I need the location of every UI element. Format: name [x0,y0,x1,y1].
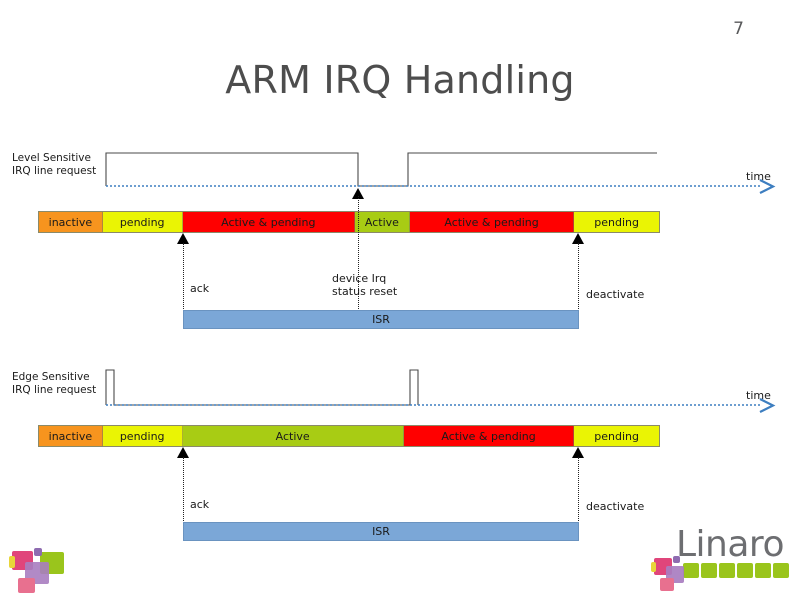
level-sensitive-axis-label: Level Sensitive IRQ line request [12,152,97,177]
edge-signal-waveform [105,369,419,406]
time-label-2: time [746,389,771,402]
logo-square-pink-2 [660,578,674,591]
level-fall-arrow [352,188,364,199]
deco-square-purple-small [34,548,42,556]
state-segment-pending[interactable]: pending [102,212,183,232]
level-sensitive-state-bar: inactive pending Active & pending Active… [38,211,660,233]
deactivate-arrow-1 [572,233,584,244]
state-segment-active[interactable]: Active [354,212,410,232]
logo-square-green-4 [737,563,753,578]
isr-bar-1[interactable]: ISR [183,310,579,329]
page-title: ARM IRQ Handling [225,58,575,102]
ack-arrow-2 [177,447,189,458]
logo-square-yellow [651,562,656,572]
state-segment-inactive[interactable]: inactive [39,212,103,232]
time-axis-arrow-1 [759,179,776,194]
state-segment-active-pending[interactable]: Active & pending [182,212,355,232]
ack-arrow-1 [177,233,189,244]
edge-sensitive-axis-label: Edge Sensitive IRQ line request [12,371,97,396]
state-segment-active-edge[interactable]: Active [182,426,404,446]
state-segment-active-pending-2[interactable]: Active & pending [409,212,575,232]
ack-connector-2 [183,457,184,523]
deactivate-connector-1 [578,243,579,311]
edge-sensitive-state-bar: inactive pending Active Active & pending… [38,425,660,447]
device-irq-status-reset-label: device Irq status reset [332,272,398,298]
time-label-1: time [746,170,771,183]
logo-square-green-1 [683,563,699,578]
deactivate-connector-2 [578,457,579,523]
time-axis-arrow-2 [759,398,776,413]
ack-label-1: ack [190,282,210,295]
deactivate-arrow-2 [572,447,584,458]
state-segment-pending-2[interactable]: pending [574,212,659,232]
device-irq-status-reset-connector [358,196,359,311]
isr-bar-2[interactable]: ISR [183,522,579,541]
deactivate-label-2: deactivate [586,500,645,513]
state-segment-pending-edge-2[interactable]: pending [574,426,659,446]
ack-label-2: ack [190,498,210,511]
page-number: 7 [733,19,744,39]
logo-square-purple-small [673,556,680,563]
state-segment-inactive-edge[interactable]: inactive [39,426,103,446]
logo-square-green-2 [701,563,717,578]
logo-square-green-5 [755,563,771,578]
deco-square-pink-2 [18,578,35,593]
logo-square-green-6 [773,563,789,578]
linaro-wordmark: Linaro [676,524,784,565]
deco-square-yellow [9,556,15,568]
state-segment-pending-edge[interactable]: pending [102,426,183,446]
logo-square-green-3 [719,563,735,578]
ack-connector-1 [183,243,184,311]
state-segment-active-pending-edge[interactable]: Active & pending [403,426,575,446]
deactivate-label-1: deactivate [586,288,645,301]
